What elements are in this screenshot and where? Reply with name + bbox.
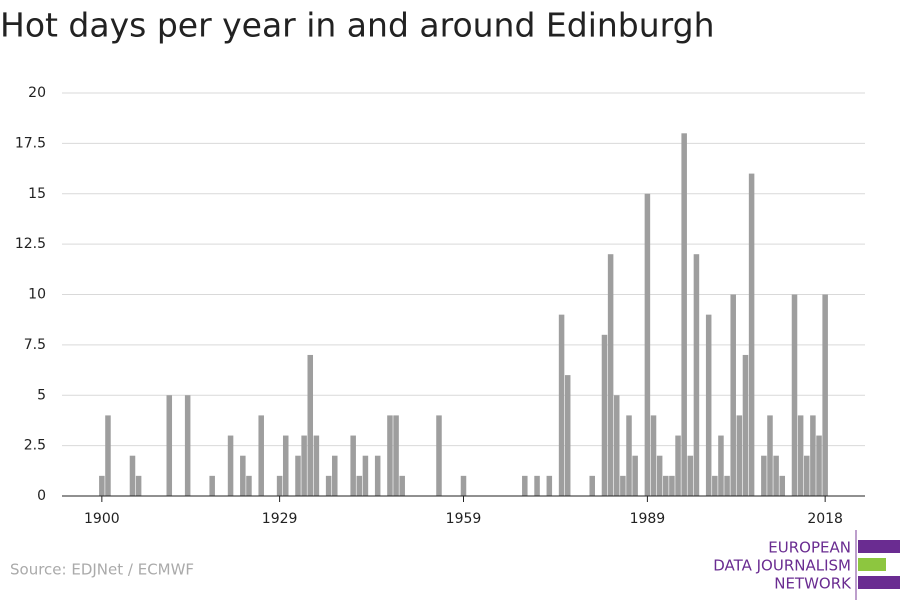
x-tick-label: 1989 — [630, 511, 666, 527]
logo-bar — [858, 558, 886, 571]
bar — [332, 455, 338, 496]
bar — [240, 455, 246, 496]
bar — [589, 475, 595, 496]
bar — [601, 334, 608, 496]
bar — [681, 133, 687, 497]
bar — [724, 475, 730, 496]
bar — [607, 254, 614, 496]
bar — [393, 415, 399, 496]
logo-bar — [858, 540, 900, 553]
bar — [816, 435, 822, 496]
bar — [350, 435, 356, 496]
bar — [730, 294, 736, 496]
bar — [282, 435, 289, 496]
bar — [687, 455, 694, 496]
bar — [184, 395, 191, 496]
bar — [301, 435, 307, 496]
bar — [773, 455, 779, 496]
bar — [620, 475, 626, 496]
x-tick-label: 2018 — [807, 511, 843, 527]
y-tick-label: 2.5 — [24, 438, 46, 454]
bar — [295, 455, 301, 496]
y-tick-label: 0 — [37, 488, 46, 504]
bar — [705, 314, 712, 496]
bar — [99, 475, 105, 496]
logo-bar — [858, 576, 900, 589]
x-tick-label: 1959 — [446, 511, 482, 527]
y-tick-label: 10 — [28, 287, 46, 303]
bar — [761, 455, 767, 496]
bar — [258, 415, 264, 496]
source: Source: EDJNet / ECMWF — [10, 561, 194, 579]
bar — [534, 475, 540, 496]
bar — [135, 475, 142, 496]
logo-text: DATA JOURNALISM — [713, 557, 851, 575]
y-tick-label: 5 — [37, 387, 46, 403]
bar — [718, 435, 724, 496]
bar — [810, 415, 816, 496]
bar — [436, 415, 442, 496]
bar — [693, 254, 700, 496]
bar — [779, 475, 786, 496]
bar — [822, 294, 828, 496]
y-tick-label: 7.5 — [24, 337, 46, 353]
bar — [558, 314, 565, 496]
bar — [644, 193, 651, 496]
bar — [276, 475, 283, 496]
bar — [736, 415, 743, 496]
bar — [129, 455, 136, 496]
bar — [105, 415, 111, 496]
bar — [166, 395, 173, 496]
bar — [791, 294, 798, 496]
logo-text: NETWORK — [774, 575, 852, 593]
bar — [522, 475, 528, 496]
bar — [246, 475, 252, 496]
y-tick-label: 15 — [28, 186, 46, 202]
bar — [564, 375, 571, 496]
bar — [209, 475, 215, 496]
bar — [307, 354, 314, 496]
bar — [669, 475, 675, 496]
x-tick-label: 1900 — [84, 511, 120, 527]
y-tick-label: 17.5 — [15, 135, 46, 151]
logo-text: EUROPEAN — [768, 539, 851, 557]
bar — [613, 395, 620, 496]
bar — [632, 455, 638, 496]
bar — [356, 475, 363, 496]
bar — [546, 475, 553, 496]
bar — [712, 475, 718, 496]
bar — [742, 354, 749, 496]
bar — [227, 435, 234, 496]
x-tick-label: 1929 — [262, 511, 298, 527]
chart-title: Hot days per year in and around Edinburg… — [0, 6, 715, 45]
bar — [626, 415, 632, 496]
y-tick-label: 12.5 — [15, 236, 46, 252]
bar — [767, 415, 773, 496]
bar — [650, 415, 657, 496]
bar — [797, 415, 804, 496]
bar — [399, 475, 405, 496]
bar — [313, 435, 320, 496]
bar — [675, 435, 681, 496]
bar — [325, 475, 332, 496]
bar — [656, 455, 663, 496]
bar — [748, 173, 755, 496]
bar — [460, 475, 467, 496]
bar — [374, 455, 381, 496]
bar — [362, 455, 369, 496]
bar — [387, 415, 393, 496]
y-tick-label: 20 — [28, 85, 46, 101]
bar — [663, 475, 669, 496]
bar — [804, 455, 810, 496]
